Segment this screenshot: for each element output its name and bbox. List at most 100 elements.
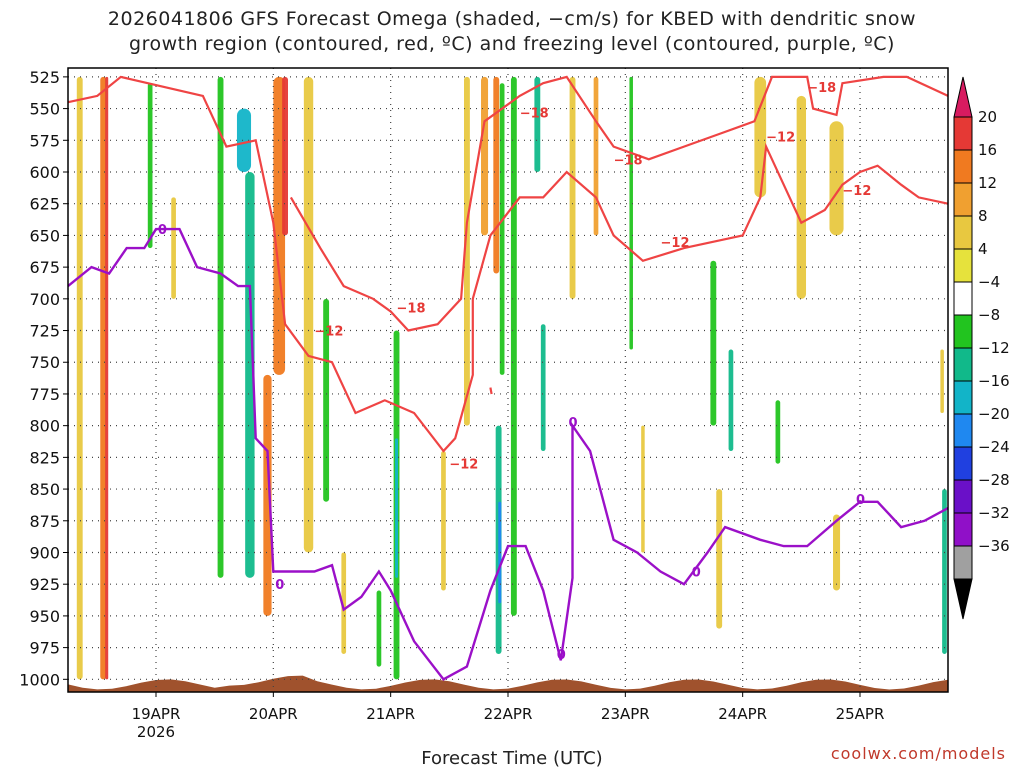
omega-shade-21 [499, 83, 505, 375]
colorbar-label-5: −4 [978, 273, 1000, 291]
omega-shade-29 [629, 76, 633, 350]
colorbar-label-7: −12 [978, 339, 1010, 357]
omega-shade-18 [464, 76, 470, 426]
omega-shade-32 [728, 349, 734, 452]
omega-shade-4 [171, 197, 176, 299]
colorbar-label-0: 20 [978, 108, 997, 126]
omega-shade-13 [341, 552, 347, 654]
red-contour-label-5: −12 [661, 236, 690, 251]
colorbar-segment-6 [953, 314, 973, 349]
omega-shade-6 [236, 108, 252, 172]
colorbar-label-13: −36 [978, 537, 1010, 555]
purple-contour-label-1: 0 [275, 578, 284, 593]
red-contour-label-3: −18 [520, 106, 549, 121]
colorbar-label-2: 12 [978, 174, 997, 192]
y-tick-label-725: 725 [29, 322, 60, 341]
x-tick-year-label: 2026 [137, 723, 175, 741]
omega-shade-8 [263, 374, 272, 616]
y-tick-label-775: 775 [29, 385, 60, 404]
omega-shade-5 [217, 76, 224, 578]
colorbar-segment-7 [953, 347, 973, 382]
x-tick-label-21APR: 21APR [366, 705, 415, 723]
colorbar-label-12: −32 [978, 504, 1010, 522]
omega-shade-26 [540, 324, 546, 452]
x-tick-label-25APR: 25APR [836, 705, 885, 723]
purple-contour-label-5: 0 [856, 493, 865, 508]
omega-shade-33 [716, 489, 723, 629]
omega-shade-37 [829, 121, 844, 236]
omega-shade-16 [395, 438, 399, 578]
omega-shade-10 [282, 76, 288, 236]
y-tick-label-650: 650 [29, 226, 60, 245]
colorbar-label-1: 16 [978, 141, 997, 159]
y-tick-label-925: 925 [29, 575, 60, 594]
colorbar-label-4: 4 [978, 240, 988, 258]
x-tick-label-22APR: 22APR [484, 705, 533, 723]
y-tick-label-550: 550 [29, 100, 60, 119]
red-contour-label-2: −12 [449, 458, 478, 473]
omega-shade-3 [147, 83, 153, 249]
colorbar-segment-10 [953, 446, 973, 481]
omega-shade-36 [796, 95, 807, 299]
omega-shade-30 [641, 425, 645, 553]
chart-title-line-1: 2026041806 GFS Forecast Omega (shaded, −… [107, 8, 917, 30]
purple-freezing-contour [67, 227, 949, 681]
x-tick-label-24APR: 24APR [718, 705, 767, 723]
omega-shade-1 [100, 76, 107, 680]
y-tick-label-1000: 1000 [19, 670, 60, 689]
colorbar-label-6: −8 [978, 306, 1000, 324]
omega-shade-31 [710, 260, 717, 426]
omega-shade-2 [105, 76, 109, 680]
red-contour-0 [67, 75, 949, 453]
omega-shade-27 [569, 76, 576, 299]
y-tick-label-625: 625 [29, 195, 60, 214]
y-tick-label-525: 525 [29, 68, 60, 87]
purple-contour-label-4: 0 [692, 566, 701, 581]
credit-text[interactable]: coolwx.com/models [830, 744, 1006, 763]
colorbar-label-11: −28 [978, 471, 1010, 489]
red-contour-label-0: −12 [314, 325, 343, 340]
y-tick-label-600: 600 [29, 163, 60, 182]
omega-shade-11 [303, 76, 314, 553]
x-tick-label-20APR: 20APR [249, 705, 298, 723]
y-tick-label-950: 950 [29, 607, 60, 626]
omega-shade-28 [593, 76, 599, 236]
red-contour-2 [489, 387, 493, 395]
omega-shade-39 [940, 349, 944, 413]
omega-shade-7 [245, 172, 255, 578]
y-tick-label-825: 825 [29, 448, 60, 467]
omega-shade-0 [76, 76, 83, 680]
colorbar-segment-8 [953, 380, 973, 415]
colorbar-top-arrow [953, 76, 973, 118]
colorbar-segment-12 [953, 512, 973, 547]
y-tick-label-975: 975 [29, 639, 60, 658]
purple-contour-label-3: 0 [569, 416, 578, 431]
y-tick-label-700: 700 [29, 290, 60, 309]
terrain-surface [68, 675, 948, 692]
y-tick-label-875: 875 [29, 512, 60, 531]
red-contour-label-6: −12 [766, 130, 795, 145]
red-contour-label-8: −12 [842, 184, 871, 199]
y-tick-label-900: 900 [29, 543, 60, 562]
red-contour-label-4: −18 [614, 153, 643, 168]
omega-shade-24 [498, 501, 502, 604]
y-tick-label-750: 750 [29, 353, 60, 372]
y-tick-label-800: 800 [29, 417, 60, 436]
chart-title-line-2: growth region (contoured, red, ºC) and f… [129, 33, 895, 55]
colorbar-segment-9 [953, 413, 973, 448]
colorbar-segment-11 [953, 479, 973, 514]
omega-shade-34 [775, 400, 781, 464]
x-tick-label-23APR: 23APR [601, 705, 650, 723]
x-tick-label-19APR: 19APR [132, 705, 181, 723]
omega-shade-40 [942, 489, 947, 654]
omega-shade-17 [441, 451, 446, 591]
omega-shade-19 [481, 76, 489, 236]
colorbar-label-9: −20 [978, 405, 1010, 423]
y-tick-label-675: 675 [29, 258, 60, 277]
omega-shade-14 [376, 590, 382, 667]
colorbar-segment-4 [953, 248, 973, 283]
colorbar-segment-2 [953, 182, 973, 217]
colorbar-group: 20 16 12 8 4 −4 −8 −12 −16 −20 −24 −28 −32 −36 [953, 76, 1010, 620]
red-contour-label-7: −18 [807, 81, 836, 96]
